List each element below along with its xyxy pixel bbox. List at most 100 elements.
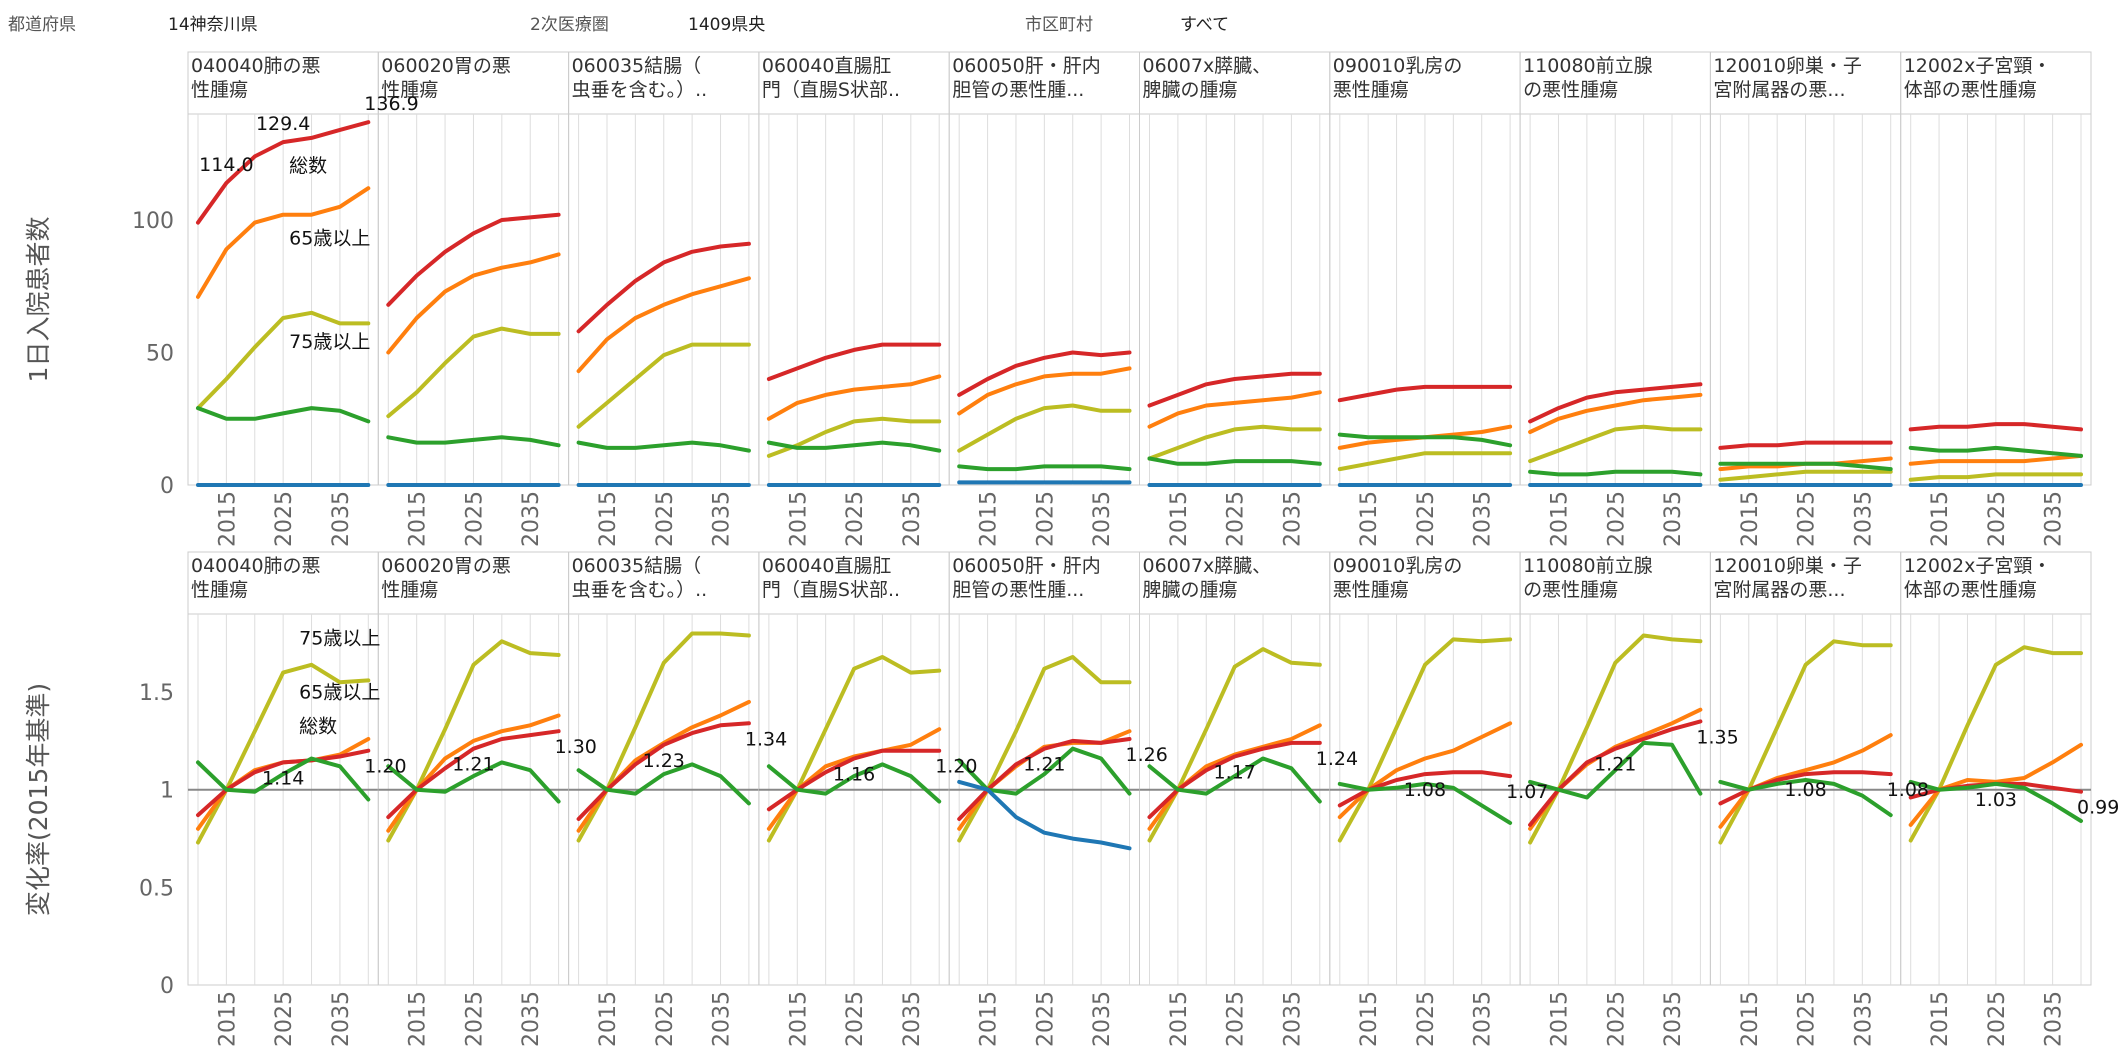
filter-bar: 都道府県 14神奈川県 2次医療圏 1409県央 市区町村 すべて bbox=[0, 0, 2118, 40]
x-tick-label: 2015 bbox=[786, 491, 811, 547]
x-tick-label: 2035 bbox=[710, 491, 735, 547]
series-annotation-age65: 65歳以上 bbox=[289, 228, 370, 250]
series-line-green bbox=[1718, 778, 1893, 818]
x-tick-label: 2025 bbox=[653, 991, 678, 1047]
series-line-age65 bbox=[1908, 453, 2083, 466]
prefecture-filter-value[interactable]: 14神奈川県 bbox=[168, 15, 258, 35]
series-annotation-total: 総数 bbox=[299, 715, 337, 737]
series-line-age65 bbox=[1147, 390, 1322, 429]
series-line-age65 bbox=[576, 276, 751, 374]
panel-title: 120010卵巣・子 bbox=[1713, 555, 1862, 577]
x-tick-label: 2035 bbox=[900, 991, 925, 1047]
series-line-age75 bbox=[1337, 451, 1513, 472]
x-tick-label: 2025 bbox=[1985, 991, 2010, 1047]
series-line-green bbox=[1528, 740, 1703, 800]
x-tick-label: 2025 bbox=[1604, 991, 1629, 1047]
panel-title: 胆管の悪性腫... bbox=[952, 579, 1084, 601]
data-value-label: 1.17 bbox=[1213, 762, 1255, 784]
panel-title: 060040直腸肛 bbox=[762, 555, 892, 577]
series-line-green bbox=[1337, 432, 1513, 448]
x-tick-label: 2015 bbox=[1547, 491, 1572, 547]
x-tick-label: 2015 bbox=[1167, 491, 1192, 547]
x-tick-label: 2015 bbox=[1928, 991, 1953, 1047]
data-value-label: 114.0 bbox=[199, 154, 253, 176]
series-line-total bbox=[196, 120, 371, 225]
panel-title: 門（直腸S状部.. bbox=[762, 579, 900, 601]
series-line-green bbox=[1147, 756, 1322, 804]
panel-3: 060035結腸（虫垂を含む。）.. 2015 2025 2035 bbox=[568, 551, 760, 1047]
region-filter-value[interactable]: 1409県央 bbox=[688, 15, 766, 35]
panel-title: 060020胃の悪 bbox=[381, 555, 511, 577]
x-tick-label: 2025 bbox=[843, 991, 868, 1047]
panel-title: 体部の悪性腫瘍 bbox=[1904, 579, 2037, 601]
y-axis-title: 1日入院患者数 bbox=[24, 217, 53, 383]
x-tick-label: 2015 bbox=[1357, 991, 1382, 1047]
panel-title: 060020胃の悪 bbox=[381, 55, 511, 77]
data-value-label: 0.99 bbox=[2077, 797, 2118, 819]
panel-title: 脾臓の腫瘍 bbox=[1143, 579, 1238, 601]
panel-title: 120010卵巣・子 bbox=[1713, 55, 1862, 77]
series-line-age75 bbox=[1528, 424, 1703, 464]
panel-title: 090010乳房の bbox=[1333, 55, 1463, 77]
data-value-label: 1.20 bbox=[935, 756, 977, 778]
data-value-label: 1.08 bbox=[1784, 779, 1826, 801]
series-line-green bbox=[766, 440, 942, 453]
x-tick-label: 2015 bbox=[596, 491, 621, 547]
panel-title: 性腫瘍 bbox=[191, 579, 248, 601]
x-tick-label: 2025 bbox=[272, 491, 297, 547]
x-tick-label: 2025 bbox=[272, 991, 297, 1047]
x-tick-label: 2035 bbox=[1471, 991, 1496, 1047]
city-filter-value[interactable]: すべて bbox=[1180, 15, 1230, 35]
series-line-age75 bbox=[1147, 424, 1322, 461]
x-tick-label: 2035 bbox=[1090, 991, 1115, 1047]
data-value-label: 1.23 bbox=[643, 750, 685, 772]
series-line-total bbox=[1528, 382, 1703, 424]
x-tick-label: 2035 bbox=[1851, 991, 1876, 1047]
data-value-label: 1.21 bbox=[1023, 754, 1065, 776]
series-line-age75 bbox=[766, 416, 942, 458]
x-tick-label: 2025 bbox=[653, 491, 678, 547]
panel-title: 性腫瘍 bbox=[381, 79, 438, 101]
series-line-age65 bbox=[386, 252, 561, 355]
x-tick-label: 2015 bbox=[977, 491, 1002, 547]
x-tick-label: 2035 bbox=[329, 991, 354, 1047]
x-tick-label: 2025 bbox=[1985, 491, 2010, 547]
panel-title: 門（直腸S状部.. bbox=[762, 79, 900, 101]
series-line-green bbox=[1908, 445, 2083, 458]
x-tick-label: 2025 bbox=[843, 491, 868, 547]
series-line-total bbox=[1718, 440, 1893, 450]
x-tick-label: 2015 bbox=[406, 491, 431, 547]
x-tick-label: 2015 bbox=[1928, 491, 1953, 547]
y-tick-label: 50 bbox=[146, 342, 174, 367]
panel-10: 12002x子宮頸・体部の悪性腫瘍 2015 2025 2035 bbox=[1900, 51, 2092, 547]
panel-title: 脾臓の腫瘍 bbox=[1143, 79, 1238, 101]
panel-title: 040040肺の悪 bbox=[191, 55, 321, 77]
panel-title: の悪性腫瘍 bbox=[1523, 579, 1618, 601]
series-line-age65 bbox=[957, 366, 1132, 416]
series-line-total bbox=[1908, 422, 2083, 432]
data-value-label: 1.03 bbox=[1975, 789, 2017, 811]
panel-3: 060035結腸（虫垂を含む。）.. 2015 2025 2035 bbox=[568, 51, 760, 547]
panel-6: 06007x膵臓、脾臓の腫瘍 2015 2025 2035 bbox=[1139, 51, 1331, 547]
panel-title: 060050肝・肝内 bbox=[952, 555, 1101, 577]
panel-title: 040040肺の悪 bbox=[191, 555, 321, 577]
y-axis-title: 変化率(2015年基準) bbox=[24, 683, 53, 916]
x-tick-label: 2035 bbox=[519, 491, 544, 547]
data-value-label: 136.9 bbox=[364, 93, 418, 115]
series-line-green bbox=[1337, 781, 1513, 825]
x-tick-label: 2025 bbox=[1414, 991, 1439, 1047]
x-tick-label: 2015 bbox=[1738, 491, 1763, 547]
panel-title: 060050肝・肝内 bbox=[952, 55, 1101, 77]
panel-title: 090010乳房の bbox=[1333, 555, 1463, 577]
x-tick-label: 2025 bbox=[1033, 491, 1058, 547]
series-line-age65 bbox=[196, 186, 371, 299]
x-tick-label: 2015 bbox=[1167, 991, 1192, 1047]
